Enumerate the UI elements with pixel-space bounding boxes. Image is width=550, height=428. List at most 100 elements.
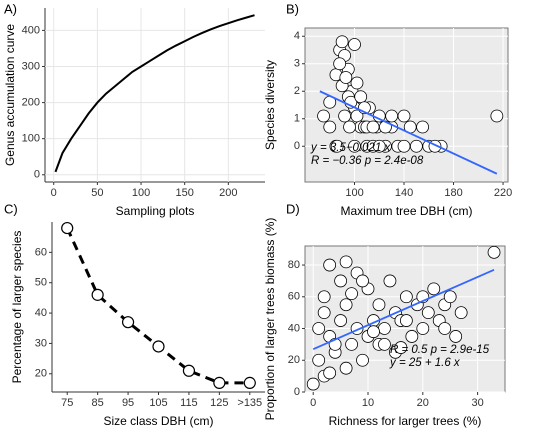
point [345,337,358,351]
panel-label: B) [286,1,299,16]
y-axis-label: Percentage of larger species [10,231,24,384]
point [356,274,369,288]
point [343,120,356,134]
x-tick-label: 140 [395,187,413,199]
point [427,282,441,296]
x-tick-label: 125 [210,397,228,409]
x-tick-label: 0 [51,187,57,199]
annotation: y = 25 + 1.6 x [389,357,461,369]
x-tick-label: 75 [61,397,73,409]
point [438,322,452,335]
panel-label: D) [286,201,300,216]
plot-area [52,222,265,392]
x-tick-label: 200 [219,187,237,199]
point [367,325,380,339]
point [243,376,256,389]
panel-label: A) [4,1,17,16]
point [152,340,165,353]
point [317,290,331,304]
y-tick-label: 300 [22,60,40,72]
y-tick-label: 400 [22,24,40,36]
y-tick-label: 30 [35,337,47,349]
trend-line [319,90,498,175]
point [61,221,74,235]
point [334,314,348,327]
point [323,258,337,272]
point [399,290,413,304]
point [333,57,347,71]
x-tick-label: 30 [471,397,483,409]
point [312,322,326,335]
point [306,377,320,391]
x-tick-label: 220 [494,187,512,199]
x-tick-label: 100 [132,187,150,199]
x-axis-label: Size class DBH (cm) [103,414,213,428]
y-tick-label: 1 [294,113,300,125]
y-tick-label: 60 [35,246,47,258]
x-tick-label: 180 [444,187,462,199]
point [335,35,349,49]
point [350,76,364,90]
point [356,353,369,367]
point [348,38,361,51]
x-tick-label: 95 [122,397,134,409]
point [372,298,386,312]
annotation: y = 3.5−0.021 x [310,142,392,154]
point [330,139,344,153]
point [416,322,430,335]
point [405,330,419,343]
point [378,337,391,351]
x-axis-label: Sampling plots [116,204,195,218]
point [421,306,435,320]
y-tick-label: 50 [35,277,47,289]
x-tick-label: 50 [91,187,103,199]
y-tick-label: 4 [294,30,300,42]
point [339,298,353,312]
panel-label: C) [4,201,18,216]
y-axis-label: Proportion of larger trees biomass (%) [263,218,277,421]
point [339,361,353,375]
point [317,306,331,320]
y-tick-label: 0 [34,169,40,181]
point [345,287,358,301]
y-tick-label: 40 [35,307,47,319]
point [490,109,504,123]
y-tick-label: 60 [288,291,300,303]
x-tick-label: 105 [149,397,167,409]
x-tick-label: 85 [92,397,104,409]
x-tick-label: >135 [237,397,262,409]
x-tick-label: 100 [345,187,363,199]
point [394,341,408,354]
x-tick-label: 10 [362,397,374,409]
point [338,109,352,123]
point [372,139,386,153]
y-tick-label: 80 [288,259,300,271]
point [339,255,353,269]
point [334,274,348,288]
x-axis-label: Maximum tree DBH (cm) [340,204,472,218]
point [385,109,399,123]
point [454,306,468,320]
point [182,364,196,377]
x-tick-label: 150 [176,187,194,199]
point [348,139,361,153]
point [416,120,429,134]
y-tick-label: 3 [294,58,300,70]
point [378,322,391,335]
y-tick-label: 200 [22,96,40,108]
y-tick-label: 20 [35,368,47,380]
annotation: R = −0.36 p = 2.4e-08 [311,155,424,167]
y-tick-label: 0 [294,140,300,152]
y-tick-label: 20 [288,354,300,366]
y-axis-label: Genus accumulation curve [3,24,17,166]
x-tick-label: 20 [417,397,429,409]
point [354,90,368,104]
y-tick-label: 40 [288,322,300,334]
point [339,71,353,84]
y-tick-label: 2 [294,85,300,97]
x-axis-label: Richness for larger trees (%) [329,414,482,428]
line [54,14,255,173]
point [397,139,411,153]
trend-line [312,268,495,350]
